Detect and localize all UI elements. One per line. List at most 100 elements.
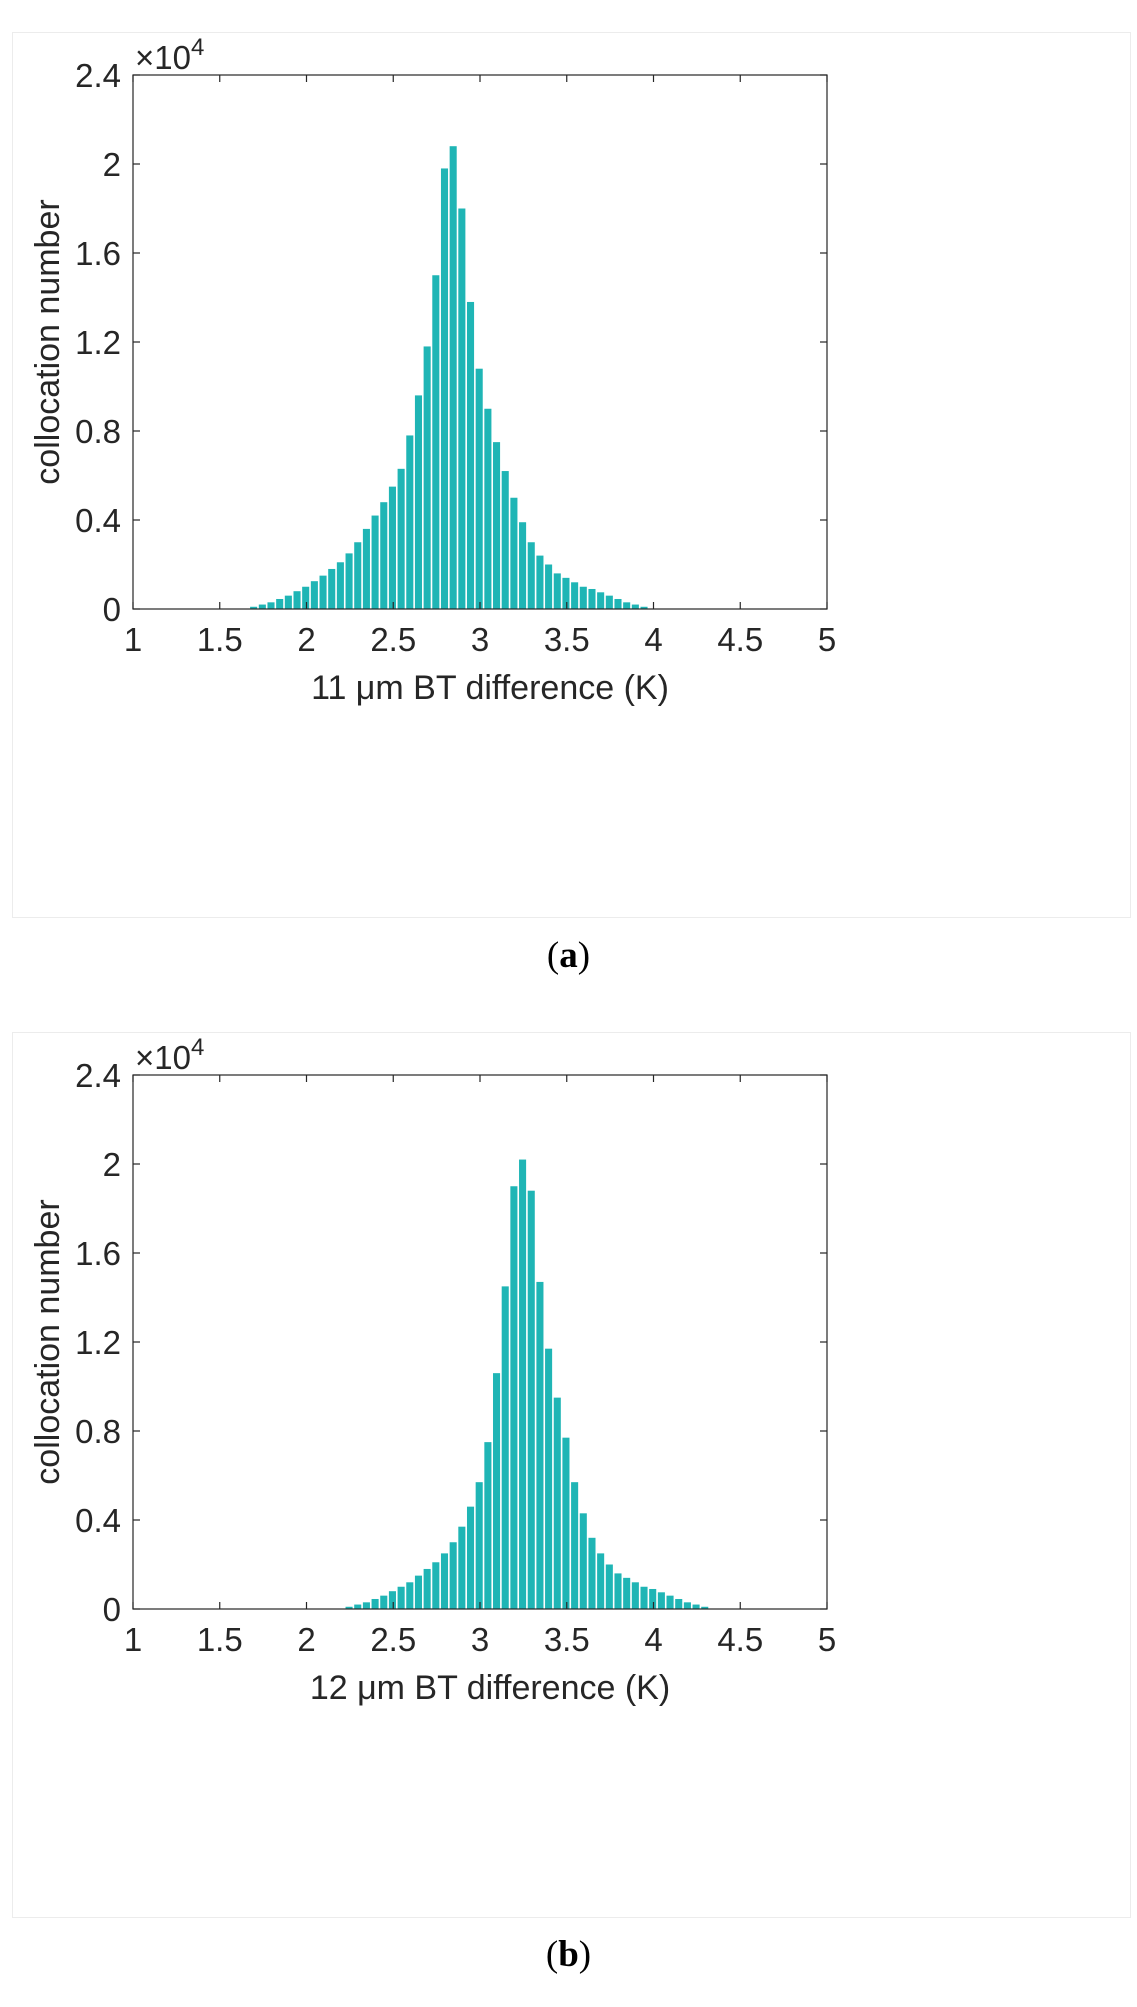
chart-b-bar xyxy=(362,1602,370,1609)
chart-b-x-tick-label: 4 xyxy=(644,1621,662,1658)
chart-b-bar xyxy=(657,1592,665,1609)
chart-b-bar xyxy=(536,1281,544,1609)
chart-b-bar xyxy=(354,1604,362,1609)
histogram-b: 1 1.5 2 2.5 3 3.5 4 4.5 500.40.81.21.622.4 ×10412… xyxy=(29,1034,836,1707)
chart-b-bar xyxy=(683,1602,691,1609)
chart-a-bar xyxy=(571,582,579,609)
chart-a-y-tick-label: 0.4 xyxy=(75,502,121,539)
chart-a-bar xyxy=(493,442,501,610)
chart-a-x-tick-label: 2 xyxy=(297,621,315,658)
chart-a-bar xyxy=(345,553,353,610)
chart-b-bar xyxy=(597,1553,605,1610)
chart-b-bar xyxy=(527,1190,535,1609)
chart-b-bar xyxy=(440,1553,449,1610)
caption-a-letter: a xyxy=(559,935,578,976)
chart-b-x-tick-label: 1.5 xyxy=(197,1621,243,1658)
chart-a-x-tick-label: 1 xyxy=(124,621,142,658)
chart-panel-b: 1 1.5 2 2.5 3 3.5 4 4.5 5 0 0.4 0.8 1.2 1.6 2 2.4 ×104 12… xyxy=(12,1032,1131,1918)
chart-b-y-exponent-base: ×10 xyxy=(135,1039,191,1076)
chart-b-bar xyxy=(666,1595,674,1609)
chart-b-bar xyxy=(623,1577,631,1609)
chart-b-bar xyxy=(432,1562,440,1609)
chart-b-x-tick-label: 2 xyxy=(297,1621,315,1658)
chart-a-bar xyxy=(293,591,301,609)
chart-a-bar xyxy=(623,602,631,609)
chart-a-bar xyxy=(501,471,509,609)
chart-a-bar xyxy=(579,586,587,609)
caption-a-close: ) xyxy=(577,935,591,976)
chart-b-bar xyxy=(380,1595,388,1609)
chart-b-bar xyxy=(649,1588,657,1609)
chart-b-y-tick-label: 1.2 xyxy=(75,1324,121,1361)
chart-a-bar xyxy=(510,497,518,609)
chart-a-x-tick-label: 3 xyxy=(471,621,489,658)
chart-a-bar xyxy=(388,486,396,610)
chart-b-bar xyxy=(631,1582,639,1609)
chart-b-bar xyxy=(562,1437,570,1609)
chart-a-bar xyxy=(440,168,449,609)
chart-b-bar xyxy=(371,1598,379,1609)
chart-b-x-tick-label: 4.5 xyxy=(717,1621,763,1658)
chart-a-bar xyxy=(545,564,553,609)
chart-a-y-tick-label: 1.6 xyxy=(75,235,121,272)
chart-a-bar xyxy=(362,528,370,609)
chart-panel-a: 1 1.5 2 2.5 3 3.5 4 4.5 5 0 0.4 0.8 1.2 1.6 2 2.4 ×104 11… xyxy=(12,32,1131,918)
chart-b-y-tick-label: 0.4 xyxy=(75,1502,121,1539)
chart-a-x-tick-label: 5 xyxy=(818,621,836,658)
chart-a-x-tick-label: 4 xyxy=(644,621,662,658)
chart-b-y-tick-label: 1.6 xyxy=(75,1235,121,1272)
chart-b-y-exponent-power: 4 xyxy=(191,1034,204,1061)
chart-a-bar xyxy=(380,502,388,609)
chart-b-bar xyxy=(701,1606,709,1609)
chart-a-bar xyxy=(588,588,596,609)
chart-a-y-tick-label: 2 xyxy=(103,146,121,183)
chart-b-bar xyxy=(484,1442,492,1610)
chart-b-bar xyxy=(493,1373,501,1609)
chart-b-x-axis-label: 12 μm BT difference (K) xyxy=(310,1669,670,1707)
chart-b-bar xyxy=(397,1586,405,1609)
caption-a-open: ( xyxy=(546,935,560,976)
caption-a: (a) xyxy=(0,934,1137,977)
chart-a-x-tick-label: 4.5 xyxy=(717,621,763,658)
chart-a-x-tick-label: 2.5 xyxy=(370,621,416,658)
chart-a-bar xyxy=(597,592,605,609)
chart-b-bar xyxy=(614,1573,622,1609)
chart-a-bar xyxy=(371,515,379,609)
chart-a-bar xyxy=(310,581,318,609)
chart-a-bar xyxy=(466,301,475,609)
chart-b-bars xyxy=(345,1159,709,1610)
chart-b-bar xyxy=(510,1186,518,1609)
chart-a-bar xyxy=(484,408,492,609)
chart-b-bar xyxy=(475,1482,483,1609)
chart-b-x-tick-label: 5 xyxy=(818,1621,836,1658)
chart-a-y-axis-label: collocation number xyxy=(29,199,67,484)
chart-a-y-tick-label: 0.8 xyxy=(75,413,121,450)
chart-b-bar xyxy=(571,1482,579,1609)
caption-b-open: ( xyxy=(545,1934,559,1975)
chart-b-bar xyxy=(449,1542,457,1609)
histogram-a: 1 1.5 2 2.5 3 3.5 4 4.5 500.40.81.21.622.4 ×10411… xyxy=(29,34,836,707)
chart-a-y-tick-label: 1.2 xyxy=(75,324,121,361)
chart-b-bar xyxy=(579,1513,587,1609)
chart-b-bar xyxy=(423,1568,431,1609)
chart-a-bar xyxy=(354,542,362,609)
chart-a-bar xyxy=(605,595,613,609)
chart-a-bar xyxy=(519,522,527,609)
chart-a-bar xyxy=(640,606,648,609)
chart-b-bar xyxy=(406,1582,414,1609)
chart-b-y-tick-label: 0 xyxy=(103,1591,121,1628)
chart-b-x-tick-label: 3 xyxy=(471,1621,489,1658)
chart-a-bars xyxy=(250,146,648,610)
chart-a-y-tick-label: 2.4 xyxy=(75,57,121,94)
chart-a-bar xyxy=(336,562,344,609)
chart-b-bar xyxy=(675,1598,683,1609)
chart-b-bar xyxy=(501,1286,509,1610)
chart-a-bar xyxy=(614,598,622,609)
chart-a-bar xyxy=(536,555,544,609)
chart-b-bar xyxy=(466,1506,475,1609)
chart-b-bar xyxy=(458,1526,466,1609)
chart-a-bar xyxy=(475,368,483,609)
chart-a-bar xyxy=(631,604,639,609)
chart-b-bar xyxy=(388,1591,396,1609)
chart-a-bar xyxy=(527,542,535,609)
